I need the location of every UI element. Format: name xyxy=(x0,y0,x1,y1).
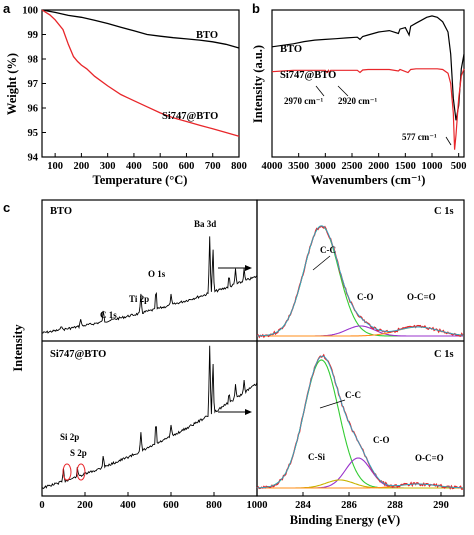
arrow-top-head xyxy=(245,265,252,271)
panel-b-ticks: 4000 3500 3000 2500 2000 1500 1000 500 xyxy=(262,153,467,172)
survey-spectrum-si747 xyxy=(41,345,258,490)
panel-a-xtick-label: 100 xyxy=(47,161,63,172)
c1s-top-cc-pointer xyxy=(312,255,331,271)
panel-a-xtick-label: 600 xyxy=(179,161,195,172)
panel-a-xtick-label: 800 xyxy=(231,161,247,172)
panel-b-xlabel: Wavenumbers (cm⁻¹) xyxy=(311,173,426,187)
annotation-2920-arrow xyxy=(337,85,349,97)
survey-xtick-label: 400 xyxy=(120,500,136,511)
c1s-top-raw xyxy=(256,225,464,339)
panel-a-ylabel: Weight (%) xyxy=(5,53,19,115)
panel-b-frame xyxy=(271,9,465,158)
panel-b-series-line-1 xyxy=(271,68,465,150)
survey-xtick-label: 600 xyxy=(163,500,179,511)
c1s-bottom-csi: C-Si xyxy=(308,452,326,462)
panel-a-ticks: 100 200 300 400 500 600 700 800 94 95 96 97 98 99 100 xyxy=(22,6,247,173)
c1s-xtick-label: 286 xyxy=(341,500,357,511)
arrow-bottom-head xyxy=(245,409,252,415)
panel-b-xtick-label: 3000 xyxy=(315,161,336,172)
panel-a-xtick-label: 200 xyxy=(74,161,90,172)
c1s-bottom-fit-csi xyxy=(257,479,463,489)
panel-a-ytick-label: 100 xyxy=(22,6,38,17)
annotation-2970: 2970 cm⁻¹ xyxy=(284,96,323,106)
panel-c-ylabel: Intensity xyxy=(11,324,25,372)
annotation-2970-arrow xyxy=(315,85,325,97)
panel-a-legend-si747: Si747@BTO xyxy=(162,111,218,122)
panel-a-legend-bto: BTO xyxy=(196,30,218,41)
panel-a-xtick-label: 700 xyxy=(205,161,221,172)
c1s-bottom-envelope xyxy=(256,355,463,489)
panel-a-xtick-label: 500 xyxy=(152,161,168,172)
panel-c-survey-spectra xyxy=(41,236,258,490)
panel-a-letter: a xyxy=(3,1,11,16)
panel-b-xtick-label: 2500 xyxy=(342,161,363,172)
c1s-bottom-cc: C-C xyxy=(345,390,361,400)
survey-top-label: BTO xyxy=(50,206,72,217)
c1s-top-cc: C-C xyxy=(320,245,336,255)
panel-b-xtick-label: 1000 xyxy=(422,161,443,172)
survey-spectrum-bto xyxy=(42,236,258,334)
peak-s2p-label: S 2p xyxy=(70,448,87,458)
panel-c-ticks: 0 200 400 600 800 1000 284 286 288 290 xyxy=(39,492,449,511)
panel-b-xtick-label: 3500 xyxy=(288,161,309,172)
panel-a-ytick-label: 98 xyxy=(28,55,39,66)
panel-b-xtick-label: 2000 xyxy=(368,161,389,172)
survey-xtick-label: 0 xyxy=(39,500,44,511)
panel-b-chart: 4000 3500 3000 2500 2000 1500 1000 500 BTO Si74… xyxy=(251,9,467,187)
panel-a-xtick-label: 400 xyxy=(126,161,142,172)
c1s-top-co: C-O xyxy=(357,292,374,302)
c1s-top-title: C 1s xyxy=(434,206,454,217)
panel-b-xtick-label: 4000 xyxy=(262,161,283,172)
annotation-2920: 2920 cm⁻¹ xyxy=(338,96,377,106)
panel-b-xtick-label: 1500 xyxy=(395,161,416,172)
annotation-577-arrow xyxy=(445,136,452,146)
panel-c-c1s-frame xyxy=(256,199,465,497)
survey-xtick-label: 200 xyxy=(77,500,93,511)
panel-a-ytick-label: 97 xyxy=(28,79,39,90)
annotation-577: 577 cm⁻¹ xyxy=(402,132,437,142)
c1s-bottom-oco: O-C=O xyxy=(415,453,444,463)
panel-a-ytick-label: 99 xyxy=(28,30,39,41)
peak-o1s-label: O 1s xyxy=(148,269,166,279)
panel-a-chart: 100 200 300 400 500 600 700 800 94 95 96 97 98 99100 … xyxy=(5,6,247,188)
panel-a-ytick-label: 95 xyxy=(28,128,39,139)
panel-a-ytick-label: 96 xyxy=(28,104,39,115)
peak-ba3d-label: Ba 3d xyxy=(194,219,216,229)
panel-a-xlabel: Temperature (°C) xyxy=(93,173,188,187)
panel-b-legend-si747: Si747@BTO xyxy=(280,70,336,81)
c1s-bottom-cc-pointer xyxy=(319,399,346,409)
c1s-top-envelope xyxy=(257,225,463,337)
panel-b-letter: b xyxy=(252,1,260,16)
panel-a-series-line-0 xyxy=(41,9,240,49)
c1s-bottom-co: C-O xyxy=(373,435,390,445)
c1s-bottom-title: C 1s xyxy=(434,349,454,360)
survey-xtick-label: 800 xyxy=(206,500,222,511)
panel-c-xlabel: Binding Energy (eV) xyxy=(290,513,400,527)
panel-b-xtick-label: 500 xyxy=(451,161,467,172)
peak-ti2p-label: Ti 2p xyxy=(129,294,149,304)
c1s-xtick-label: 284 xyxy=(295,500,312,511)
survey-xtick-label: 1000 xyxy=(247,500,268,511)
panel-b-series xyxy=(271,15,465,150)
c1s-xtick-label: 288 xyxy=(387,500,403,511)
panel-a-ytick-label: 94 xyxy=(28,153,39,164)
survey-bottom-label: Si747@BTO xyxy=(50,349,106,360)
panel-a-xtick-label: 300 xyxy=(100,161,116,172)
panel-b-series-line-0 xyxy=(271,15,465,121)
panel-c-letter: c xyxy=(3,200,10,215)
c1s-xtick-label: 290 xyxy=(433,500,449,511)
si2p-marker xyxy=(62,463,72,481)
panel-c-c1s-spectra xyxy=(256,225,464,490)
panel-b-legend-bto: BTO xyxy=(280,44,302,55)
peak-c1s-label: C 1s xyxy=(100,310,117,320)
panel-a-series-line-1 xyxy=(41,9,240,137)
s2p-marker xyxy=(76,463,86,481)
panel-b-ylabel: Intensity (a.u.) xyxy=(251,45,265,123)
c1s-top-oco: O-C=O xyxy=(407,292,436,302)
peak-si2p-label: Si 2p xyxy=(60,432,79,442)
panel-a-series xyxy=(41,9,240,137)
panel-c-chart: 0 200 400 600 800 1000 284 286 288 290 BTO Si747@… xyxy=(11,199,465,527)
